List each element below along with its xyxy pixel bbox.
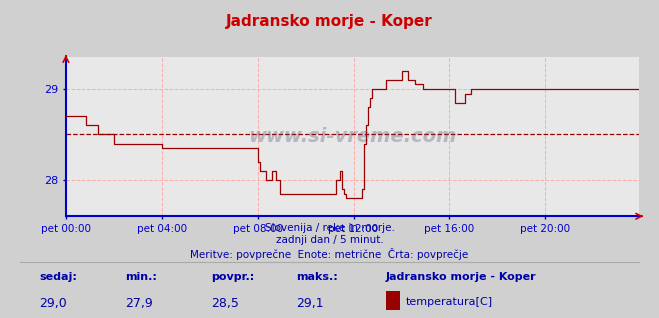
Text: povpr.:: povpr.:	[211, 272, 254, 282]
Text: 29,0: 29,0	[40, 297, 67, 310]
Text: Slovenija / reke in morje.: Slovenija / reke in morje.	[264, 223, 395, 232]
Text: temperatura[C]: temperatura[C]	[405, 297, 492, 307]
Text: Jadransko morje - Koper: Jadransko morje - Koper	[386, 272, 536, 282]
Text: Jadransko morje - Koper: Jadransko morje - Koper	[226, 14, 433, 29]
Text: maks.:: maks.:	[297, 272, 338, 282]
Text: 28,5: 28,5	[211, 297, 239, 310]
Text: sedaj:: sedaj:	[40, 272, 77, 282]
Text: 29,1: 29,1	[297, 297, 324, 310]
Text: Meritve: povprečne  Enote: metrične  Črta: povprečje: Meritve: povprečne Enote: metrične Črta:…	[190, 248, 469, 260]
Text: 27,9: 27,9	[125, 297, 153, 310]
Text: zadnji dan / 5 minut.: zadnji dan / 5 minut.	[275, 235, 384, 245]
Text: www.si-vreme.com: www.si-vreme.com	[248, 127, 457, 146]
Text: min.:: min.:	[125, 272, 157, 282]
